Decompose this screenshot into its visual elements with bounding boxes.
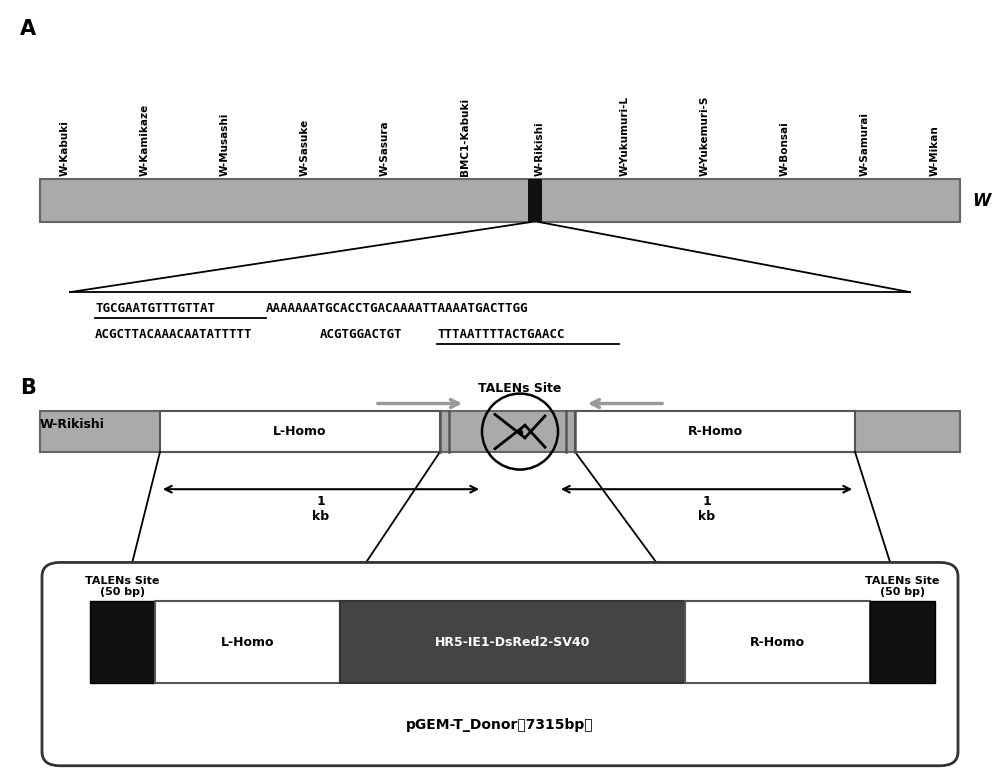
Bar — [40, 179, 960, 222]
Text: B: B — [20, 378, 36, 398]
Text: A: A — [20, 19, 36, 40]
Text: TGCGAATGTTTGTTAT: TGCGAATGTTTGTTAT — [95, 302, 215, 315]
Text: R-Homo: R-Homo — [750, 636, 805, 649]
Text: W-Kamikaze: W-Kamikaze — [140, 104, 150, 176]
Text: ACGTGGACTGT: ACGTGGACTGT — [320, 328, 402, 341]
Text: W-Rikishi: W-Rikishi — [40, 418, 105, 431]
Text: W-Sasuke: W-Sasuke — [300, 119, 310, 176]
FancyBboxPatch shape — [42, 562, 958, 766]
Text: L-Homo: L-Homo — [221, 636, 274, 649]
Bar — [40, 411, 960, 452]
Text: W-Rikishi: W-Rikishi — [535, 122, 545, 176]
Text: 1
kb: 1 kb — [312, 495, 330, 523]
Text: TALENs Site
(50 bp): TALENs Site (50 bp) — [865, 576, 940, 597]
Text: W-Mikan: W-Mikan — [930, 125, 940, 176]
Bar — [160, 411, 440, 452]
Bar — [575, 411, 855, 452]
Text: W-Yukumuri-L: W-Yukumuri-L — [620, 96, 630, 176]
Text: TALENs Site: TALENs Site — [478, 382, 562, 395]
Text: ACGCTTACAAACAATATTTTT: ACGCTTACAAACAATATTTTT — [95, 328, 252, 341]
Bar — [528, 179, 542, 222]
Text: W-Samurai: W-Samurai — [860, 112, 870, 176]
Text: W-Bonsai: W-Bonsai — [780, 122, 790, 176]
Text: TALENs Site
(50 bp): TALENs Site (50 bp) — [85, 576, 160, 597]
Text: L-Homo: L-Homo — [273, 425, 327, 438]
Text: W-Musashi: W-Musashi — [220, 113, 230, 176]
Text: W-Sasura: W-Sasura — [380, 121, 390, 176]
Text: 1
kb: 1 kb — [698, 495, 715, 523]
Text: HR5-IE1-DsRed2-SV40: HR5-IE1-DsRed2-SV40 — [435, 636, 590, 649]
Text: W-Yukemuri-S: W-Yukemuri-S — [700, 96, 710, 176]
Text: W: W — [972, 192, 990, 210]
Bar — [870, 601, 935, 683]
Text: AAAAAAATGCACCTGACAAAATTAAAATGACTTGG: AAAAAAATGCACCTGACAAAATTAAAATGACTTGG — [266, 302, 529, 315]
Bar — [90, 601, 155, 683]
Text: W-Kabuki: W-Kabuki — [60, 120, 70, 176]
Text: TTTAATTTTACTGAACC: TTTAATTTTACTGAACC — [437, 328, 565, 341]
Text: R-Homo: R-Homo — [687, 425, 743, 438]
Bar — [155, 601, 340, 683]
Bar — [340, 601, 685, 683]
Bar — [685, 601, 870, 683]
Text: pGEM-T_Donor（7315bp）: pGEM-T_Donor（7315bp） — [406, 718, 594, 732]
Text: BMC1-Kabuki: BMC1-Kabuki — [460, 98, 470, 176]
